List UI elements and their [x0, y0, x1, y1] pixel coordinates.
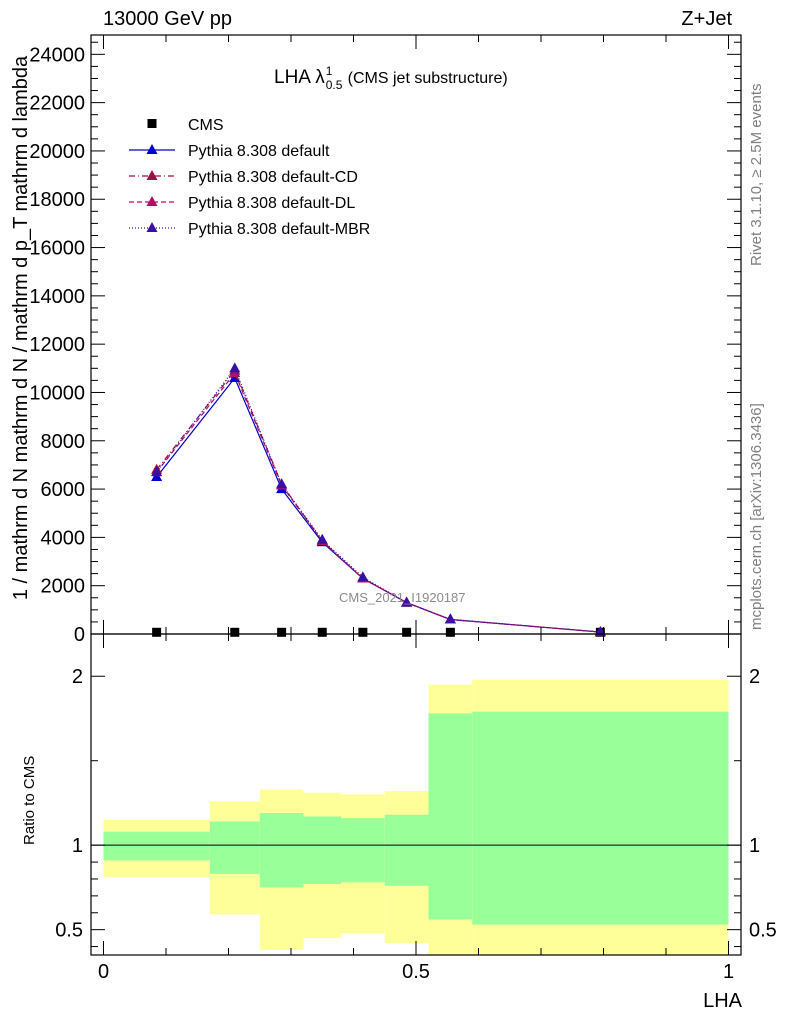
legend-label-0: CMS — [188, 117, 224, 134]
series-4-point-5 — [401, 596, 413, 607]
legend-marker-2 — [146, 170, 158, 180]
legend-label-3: Pythia 8.308 default-DL — [188, 195, 355, 212]
cms-data-point-3 — [317, 627, 327, 637]
series-line-2 — [156, 369, 601, 633]
ratio-y-tick-label-right-0: 0.5 — [749, 920, 777, 942]
series-4-point-3 — [316, 533, 328, 544]
x-axis-label: LHA — [703, 990, 742, 1012]
watermark: CMS_2021_I1920187 — [339, 590, 466, 605]
ratio-inner-band-1 — [209, 821, 260, 874]
cms-data-point-6 — [445, 627, 455, 637]
ratio-y-tick-label-right-1: 1 — [749, 835, 760, 857]
ratio-inner-band-4 — [341, 818, 385, 883]
main-y-tick-label-2: 4000 — [41, 527, 86, 549]
legend-marker-1 — [146, 144, 158, 154]
series-4-point-0 — [151, 466, 163, 477]
legend-marker-4 — [146, 222, 158, 232]
ratio-y-axis-label: Ratio to CMS — [21, 755, 38, 845]
ratio-y-tick-label-1: 1 — [72, 835, 83, 857]
cms-data-point-0 — [152, 627, 162, 637]
plot-title-superscript: 1 — [325, 64, 333, 78]
legend-label-2: Pythia 8.308 default-CD — [188, 169, 358, 186]
main-y-tick-label-12: 24000 — [29, 44, 85, 66]
x-tick-label-0: 0 — [98, 961, 109, 983]
series-4-point-6 — [444, 613, 456, 624]
series-4-point-4 — [357, 571, 369, 582]
main-y-axis-label: 1 / mathrm d N mathrm d N / mathrm d p_T… — [10, 55, 32, 601]
legend-marker-3 — [146, 196, 158, 206]
main-y-tick-label-10: 20000 — [29, 141, 85, 163]
ratio-inner-band-3 — [303, 816, 341, 885]
main-y-tick-label-9: 18000 — [29, 189, 85, 211]
ratio-y-tick-label-right-2: 2 — [749, 666, 760, 688]
plot-title: LHA λ 1 0.5 (CMS jet substructure) — [274, 64, 508, 92]
ratio-inner-band-0 — [103, 831, 210, 861]
main-y-tick-label-5: 10000 — [29, 382, 85, 404]
legend-label-4: Pythia 8.308 default-MBR — [188, 221, 370, 238]
ratio-inner-band-6 — [428, 713, 473, 920]
plot-title-subscript: 0.5 — [325, 78, 343, 92]
ratio-y-tick-label-0: 0.5 — [55, 920, 83, 942]
main-y-tick-label-4: 8000 — [41, 431, 86, 453]
main-y-tick-label-7: 14000 — [29, 286, 85, 308]
main-y-tick-label-0: 0 — [74, 624, 85, 646]
rivet-version-label: Rivet 3.1.10, ≥ 2.5M events — [748, 83, 765, 267]
ratio-inner-band-7 — [472, 711, 729, 925]
header-left-label: 13000 GeV pp — [103, 8, 232, 30]
mcplots-reference-label: mcplots.cern.ch [arXiv:1306.3436] — [748, 403, 765, 630]
ratio-inner-band-5 — [384, 814, 429, 886]
cms-data-point-4 — [358, 627, 368, 637]
x-tick-label-2: 1 — [723, 961, 734, 983]
main-y-tick-label-1: 2000 — [41, 576, 86, 598]
main-y-tick-label-3: 6000 — [41, 479, 86, 501]
x-tick-label-1: 0.5 — [402, 961, 430, 983]
ratio-inner-band-2 — [259, 813, 304, 888]
main-y-tick-label-11: 22000 — [29, 93, 85, 115]
main-y-tick-label-6: 12000 — [29, 334, 85, 356]
plot-title-prefix: LHA λ — [274, 67, 325, 89]
cms-data-point-2 — [277, 627, 287, 637]
legend-label-1: Pythia 8.308 default — [188, 143, 330, 160]
main-y-tick-label-8: 16000 — [29, 238, 85, 260]
plot-title-suffix: (CMS jet substructure) — [347, 70, 508, 88]
cms-data-point-5 — [402, 627, 412, 637]
header-right-label: Z+Jet — [681, 8, 732, 30]
series-4-point-2 — [276, 478, 288, 489]
ratio-y-tick-label-2: 2 — [72, 666, 83, 688]
cms-data-point-1 — [230, 627, 240, 637]
series-4-point-1 — [229, 362, 241, 373]
series-line-4 — [156, 367, 601, 633]
legend-marker-0 — [147, 119, 157, 128]
